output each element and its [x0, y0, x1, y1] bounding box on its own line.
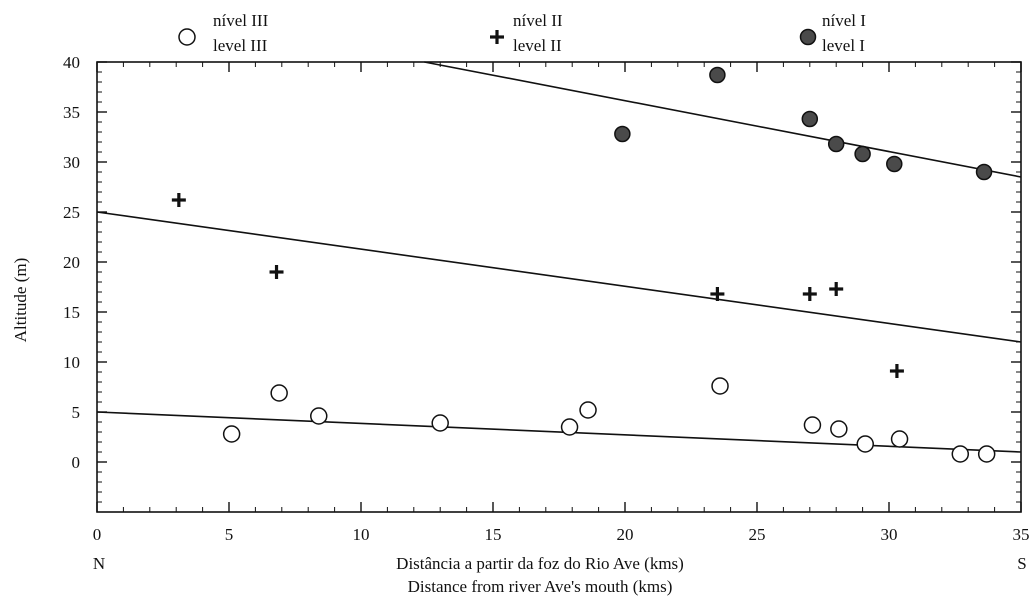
y-tick-label: 30	[63, 153, 80, 172]
y-tick-label: 35	[63, 103, 80, 122]
open-circle-marker	[431, 414, 449, 432]
trend-lines	[96, 61, 1022, 453]
filled-circle-marker	[886, 155, 903, 173]
open-circle-marker	[579, 401, 597, 419]
open-circle-marker	[270, 384, 288, 402]
plus-marker	[829, 282, 844, 296]
y-axis-title: Altitude (m)	[11, 258, 30, 343]
legend-label: nível III	[213, 11, 269, 30]
plus-marker	[269, 265, 284, 279]
x-tick-label: 15	[485, 525, 502, 544]
trend-line	[96, 211, 1022, 343]
x-axis-title: Distância a partir da foz do Rio Ave (km…	[396, 554, 684, 573]
filled-circle-marker	[799, 28, 817, 46]
open-circle-marker	[178, 28, 196, 46]
open-circle-marker	[856, 435, 874, 453]
open-circle-marker	[830, 420, 848, 438]
filled-circle-marker	[614, 125, 631, 143]
legend: nível III level III nível II level II nível …	[178, 11, 866, 55]
plot-frame	[96, 61, 1022, 513]
filled-circle-marker	[709, 66, 726, 84]
legend-label-secondary: level I	[822, 36, 865, 55]
legend-label: nível II	[513, 11, 563, 30]
y-tick-label: 15	[63, 303, 80, 322]
y-tick-label: 0	[72, 453, 81, 472]
plus-marker	[490, 30, 504, 44]
plus-marker	[889, 364, 904, 378]
open-circle-marker	[803, 416, 822, 434]
filled-circle-marker	[827, 135, 845, 153]
y-tick-label: 40	[63, 53, 80, 72]
data-points	[171, 66, 996, 463]
north-label: N	[93, 554, 105, 573]
x-tick-label: 30	[881, 525, 898, 544]
open-circle-marker	[951, 445, 970, 463]
x-tick-label: 10	[353, 525, 370, 544]
x-tick-label: 25	[749, 525, 766, 544]
legend-label-secondary: level II	[513, 36, 562, 55]
x-tick-label: 5	[225, 525, 234, 544]
x-tick-label: 20	[617, 525, 634, 544]
trend-line	[424, 61, 1022, 178]
open-circle-marker	[310, 407, 328, 425]
open-circle-marker	[890, 430, 909, 448]
x-tick-label: 0	[93, 525, 102, 544]
axis-ticks: 0 5 10 15 20 25 30 35 0 5 10 15 20 25 30 35 40	[63, 53, 1030, 544]
y-tick-label: 20	[63, 253, 80, 272]
open-circle-marker	[560, 418, 579, 436]
plus-marker	[802, 287, 817, 301]
open-circle-marker	[711, 377, 729, 395]
x-axis-title-secondary: Distance from river Ave's mouth (kms)	[408, 577, 673, 596]
x-tick-label: 35	[1013, 525, 1030, 544]
filled-circle-marker	[854, 145, 871, 163]
y-tick-label: 5	[72, 403, 81, 422]
legend-label-secondary: level III	[213, 36, 268, 55]
open-circle-marker	[977, 445, 996, 463]
plus-marker	[171, 193, 186, 207]
legend-label: nível I	[822, 11, 866, 30]
y-tick-label: 10	[63, 353, 80, 372]
plus-marker	[710, 287, 725, 301]
south-label: S	[1017, 554, 1026, 573]
filled-circle-marker	[801, 110, 819, 128]
filled-circle-marker	[975, 163, 993, 181]
y-tick-label: 25	[63, 203, 80, 222]
open-circle-marker	[222, 425, 241, 443]
